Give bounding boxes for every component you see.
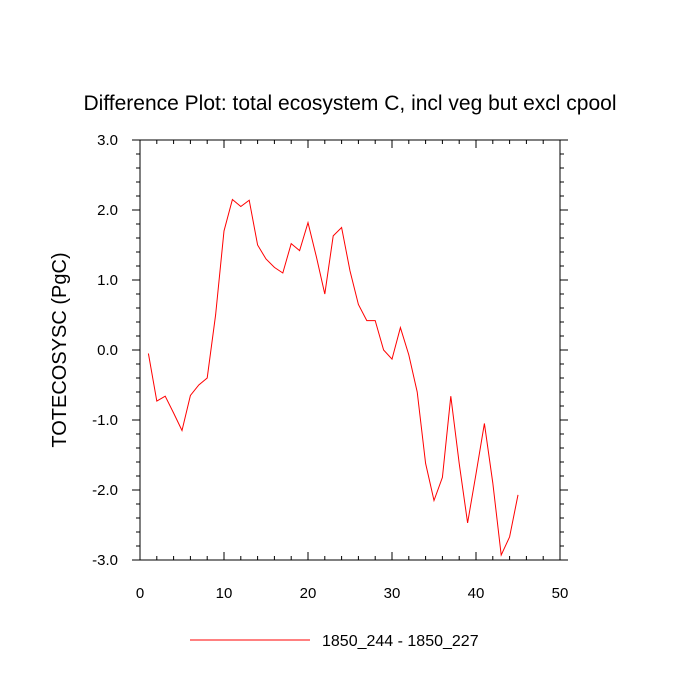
x-tick-label: 30 — [384, 585, 401, 602]
tick-labels: 0 10 20 30 40 50 3.0 2.0 1.0 0.0 -1.0 -2.0 -3.0 — [92, 132, 568, 602]
series-group — [147, 198, 519, 557]
chart-title: Difference Plot: total ecosystem C, incl… — [83, 92, 616, 115]
y-tick-label: 1.0 — [97, 272, 118, 289]
legend-label: 1850_244 - 1850_227 — [322, 633, 479, 650]
y-tick-label: 3.0 — [97, 132, 118, 149]
x-tick-label: 40 — [468, 585, 485, 602]
plot-frame — [139, 139, 561, 561]
y-tick-label: -2.0 — [92, 482, 118, 499]
x-tick-label: 10 — [216, 585, 233, 602]
axis-ticks — [132, 139, 568, 561]
y-tick-label: -3.0 — [92, 552, 118, 569]
y-tick-label: 0.0 — [97, 342, 118, 359]
x-tick-label: 50 — [552, 585, 569, 602]
x-tick-label: 0 — [136, 585, 144, 602]
y-tick-label: 2.0 — [97, 202, 118, 219]
legend: 1850_244 - 1850_227 — [190, 633, 479, 650]
x-tick-label: 20 — [300, 585, 317, 602]
series-line — [147, 198, 519, 557]
y-tick-label: -1.0 — [92, 412, 118, 429]
y-axis-label: TOTECOSYSC (PgC) — [49, 252, 71, 447]
